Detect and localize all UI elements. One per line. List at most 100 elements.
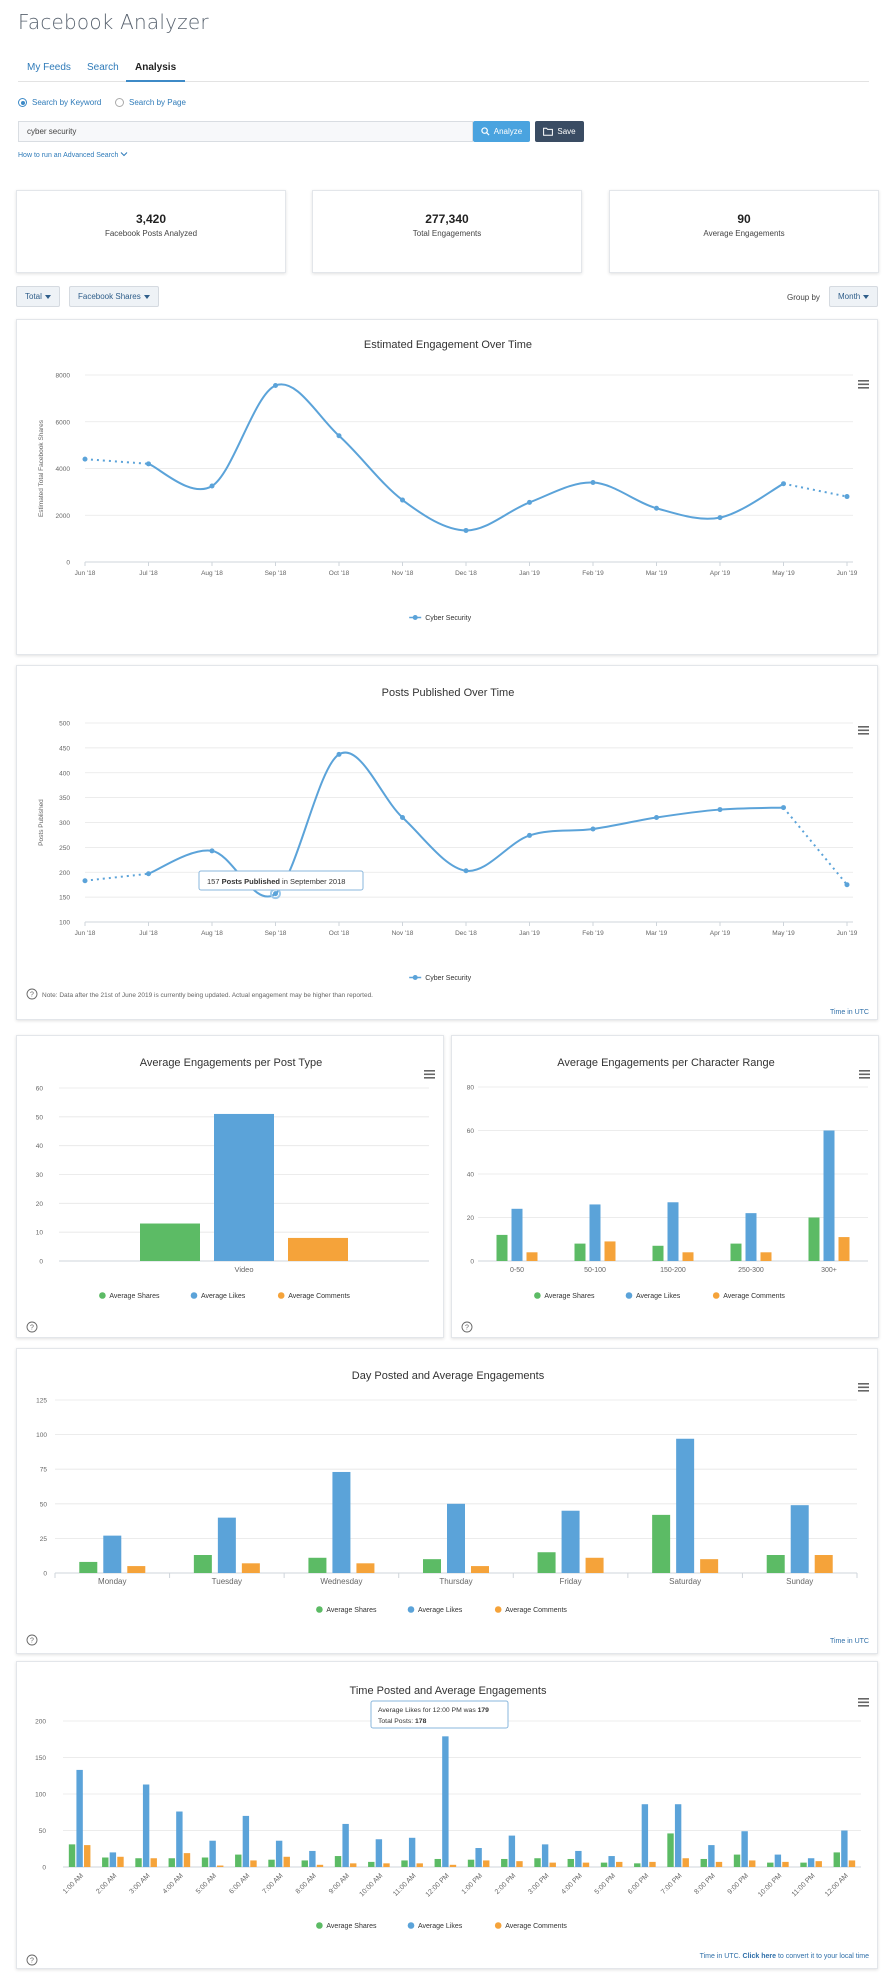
hamburger-menu-icon[interactable]	[859, 1070, 870, 1079]
bar[interactable]	[316, 1864, 324, 1867]
bar[interactable]	[408, 1837, 416, 1867]
bar[interactable]	[782, 1861, 789, 1867]
data-point[interactable]	[209, 848, 215, 854]
data-point[interactable]	[717, 807, 723, 813]
bar[interactable]	[730, 1243, 742, 1261]
bar[interactable]	[733, 1854, 741, 1867]
bar[interactable]	[649, 1861, 656, 1867]
bar[interactable]	[140, 1223, 200, 1261]
bar[interactable]	[841, 1830, 848, 1868]
bar[interactable]	[749, 1860, 756, 1867]
bar[interactable]	[534, 1858, 541, 1867]
bar[interactable]	[475, 1848, 482, 1867]
metric-dropdown[interactable]: Facebook Shares	[69, 286, 159, 307]
bar[interactable]	[467, 1859, 475, 1867]
bar[interactable]	[356, 1563, 375, 1573]
bar[interactable]	[401, 1860, 408, 1867]
bar[interactable]	[516, 1861, 523, 1867]
bar[interactable]	[308, 1557, 327, 1573]
bar[interactable]	[582, 1862, 590, 1867]
bar[interactable]	[767, 1862, 774, 1867]
bar[interactable]	[700, 1858, 707, 1867]
bar[interactable]	[541, 1844, 549, 1867]
bar[interactable]	[334, 1856, 342, 1867]
bar[interactable]	[667, 1202, 679, 1261]
help-icon[interactable]: ?	[26, 988, 38, 1000]
bar[interactable]	[634, 1863, 641, 1867]
bar[interactable]	[589, 1204, 601, 1261]
bar[interactable]	[68, 1844, 76, 1867]
data-point[interactable]	[844, 882, 850, 888]
bar[interactable]	[567, 1858, 574, 1867]
data-point[interactable]	[273, 891, 278, 897]
bar[interactable]	[217, 1865, 224, 1867]
data-point[interactable]	[336, 433, 342, 439]
bar[interactable]	[838, 1237, 850, 1261]
bar[interactable]	[217, 1517, 236, 1573]
bar[interactable]	[585, 1557, 604, 1573]
bar[interactable]	[745, 1213, 757, 1261]
bar[interactable]	[674, 1804, 682, 1867]
data-point[interactable]	[146, 461, 151, 467]
bar[interactable]	[103, 1535, 122, 1573]
bar[interactable]	[496, 1234, 508, 1261]
data-point[interactable]	[781, 481, 786, 487]
data-point[interactable]	[717, 515, 723, 521]
group-by-dropdown[interactable]: Month	[829, 286, 879, 307]
bar[interactable]	[423, 1559, 441, 1573]
bar[interactable]	[561, 1510, 580, 1573]
bar[interactable]	[682, 1858, 689, 1867]
data-point[interactable]	[336, 751, 342, 757]
bar[interactable]	[616, 1861, 623, 1867]
bar[interactable]	[201, 1857, 209, 1867]
bar[interactable]	[682, 1252, 694, 1261]
bar[interactable]	[511, 1208, 523, 1261]
bar[interactable]	[350, 1863, 357, 1867]
bar[interactable]	[604, 1241, 616, 1261]
hamburger-menu-icon[interactable]	[858, 380, 869, 389]
bar[interactable]	[127, 1566, 146, 1573]
bar[interactable]	[84, 1845, 91, 1867]
help-icon[interactable]: ?	[26, 1321, 38, 1333]
bar[interactable]	[641, 1804, 649, 1867]
bar[interactable]	[715, 1861, 723, 1867]
bar[interactable]	[760, 1252, 772, 1261]
bar[interactable]	[235, 1854, 242, 1867]
bar[interactable]	[741, 1831, 748, 1867]
bar[interactable]	[209, 1840, 216, 1867]
data-point[interactable]	[590, 826, 596, 832]
data-point[interactable]	[463, 527, 469, 533]
data-point[interactable]	[844, 494, 850, 500]
bar[interactable]	[676, 1438, 695, 1573]
data-point[interactable]	[400, 497, 405, 503]
bar[interactable]	[800, 1862, 807, 1867]
data-point[interactable]	[146, 871, 151, 877]
bar[interactable]	[766, 1555, 785, 1573]
bar[interactable]	[848, 1860, 856, 1867]
bar[interactable]	[442, 1736, 449, 1867]
bar[interactable]	[416, 1863, 423, 1867]
bar[interactable]	[383, 1863, 390, 1867]
analyze-button[interactable]: Analyze	[473, 121, 530, 142]
bar[interactable]	[250, 1860, 257, 1867]
radio-search-by-keyword[interactable]: Search by Keyword	[18, 98, 101, 107]
bar[interactable]	[700, 1559, 719, 1573]
bar[interactable]	[549, 1862, 556, 1867]
bar[interactable]	[242, 1815, 250, 1867]
bar[interactable]	[774, 1854, 782, 1867]
bar[interactable]	[814, 1555, 833, 1573]
bar[interactable]	[176, 1811, 183, 1867]
bar[interactable]	[76, 1769, 83, 1867]
bar[interactable]	[608, 1856, 615, 1867]
bar[interactable]	[241, 1563, 260, 1573]
bar[interactable]	[283, 1856, 290, 1867]
bar[interactable]	[142, 1784, 150, 1867]
data-point[interactable]	[654, 815, 659, 821]
data-point[interactable]	[654, 505, 659, 511]
bar[interactable]	[109, 1852, 117, 1867]
bar[interactable]	[471, 1566, 489, 1573]
radio-search-by-page[interactable]: Search by Page	[115, 98, 186, 107]
bar[interactable]	[102, 1857, 109, 1867]
tab-search[interactable]: Search	[87, 62, 119, 73]
help-icon[interactable]: ?	[26, 1634, 38, 1646]
